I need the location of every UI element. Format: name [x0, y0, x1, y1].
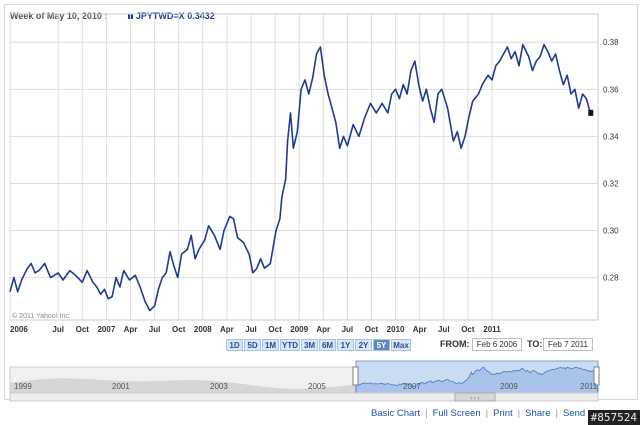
copyright-text: © 2011 Yahoo! Inc. — [12, 312, 71, 320]
navigator-year-label: 2003 — [210, 382, 228, 391]
range-button-1d[interactable]: 1D — [226, 339, 243, 351]
x-tick-label: Oct — [76, 325, 90, 334]
range-button-5d[interactable]: 5D — [244, 339, 261, 351]
footer-divider: | — [517, 408, 521, 419]
x-tick-label: 2010 — [387, 325, 405, 334]
x-tick-label: Jul — [342, 325, 354, 334]
range-button-1m[interactable]: 1M — [262, 339, 279, 351]
last-value-marker — [588, 109, 594, 116]
navigator-left-handle[interactable] — [352, 366, 359, 386]
x-tick-label: Apr — [220, 325, 234, 334]
y-tick-label: 0.38 — [603, 38, 619, 47]
x-tick-label: Jul — [438, 325, 450, 334]
footer-divider: | — [425, 408, 428, 419]
x-tick-label: Jul — [245, 325, 257, 334]
range-button-1y[interactable]: 1Y — [337, 339, 354, 351]
navigator-year-label: 2005 — [308, 382, 326, 391]
x-tick-label: Apr — [316, 325, 330, 334]
range-button-max[interactable]: Max — [391, 339, 411, 351]
y-tick-label: 0.28 — [603, 274, 619, 283]
navigator-scroll-thumb[interactable] — [454, 392, 496, 402]
navigator-year-labels: 1999 2001 2003 2005 2007 2009 2011 — [14, 382, 598, 391]
plot-border — [9, 13, 599, 321]
x-tick-label: 2011 — [483, 325, 501, 334]
from-date-field[interactable]: Feb 6 2006 — [472, 338, 522, 351]
grid-lines — [9, 13, 599, 321]
to-date-field[interactable]: Feb 7 2011 — [543, 338, 593, 351]
navigator-year-label: 2007 — [403, 382, 421, 391]
y-axis-labels: 0.28 0.30 0.32 0.34 0.36 0.38 — [603, 38, 619, 282]
price-chart[interactable]: 0.28 0.30 0.32 0.34 0.36 0.38 2006 Jul Oct 2007 A… — [0, 0, 640, 340]
navigator-year-label: 2011 — [580, 382, 598, 391]
send-link[interactable]: Send — [562, 408, 586, 419]
x-tick-label: 2009 — [290, 325, 308, 334]
x-tick-label: Apr — [124, 325, 138, 334]
basic-chart-link[interactable]: Basic Chart — [371, 408, 421, 419]
to-label: TO: — [527, 339, 543, 349]
x-tick-label: Jul — [149, 325, 161, 334]
y-tick-label: 0.32 — [603, 179, 619, 188]
y-tick-label: 0.34 — [603, 132, 619, 141]
x-tick-label: Oct — [172, 325, 186, 334]
navigator-selected-area — [355, 366, 599, 394]
y-tick-label: 0.36 — [603, 85, 619, 94]
range-button-3m[interactable]: 3M — [301, 339, 318, 351]
from-label: FROM: — [440, 339, 470, 349]
range-button-ytd[interactable]: YTD — [280, 339, 300, 351]
navigator-right-handle[interactable] — [593, 366, 600, 386]
navigator-scrollbar[interactable] — [9, 392, 599, 402]
x-tick-label: 2007 — [97, 325, 115, 334]
range-button-6m[interactable]: 6M — [319, 339, 336, 351]
x-tick-label: Jul — [52, 325, 64, 334]
range-button-5y[interactable]: 5Y — [373, 339, 390, 351]
chart-footer: Basic Chart | Full Screen | Print | Shar… — [371, 408, 585, 419]
footer-divider: | — [485, 408, 489, 419]
print-link[interactable]: Print — [493, 408, 513, 419]
x-tick-label: Apr — [413, 325, 427, 334]
x-tick-label: Oct — [365, 325, 379, 334]
navigator-year-label: 1999 — [14, 382, 32, 391]
price-line — [9, 43, 594, 312]
x-tick-label: 2008 — [194, 325, 212, 334]
scroll-thumb-grip: ‹ ‹ ‹ — [470, 396, 479, 402]
x-tick-label: 2006 — [10, 325, 28, 334]
x-tick-label: Oct — [461, 325, 475, 334]
x-axis-labels: 2006 Jul Oct 2007 Apr Jul Oct 2008 Apr Jul Oct 2009… — [10, 325, 501, 334]
navigator-year-label: 2001 — [112, 382, 130, 391]
range-button-2y[interactable]: 2Y — [355, 339, 372, 351]
share-link[interactable]: Share — [525, 408, 551, 419]
range-buttons: 1D 5D 1M YTD 3M 6M 1Y 2Y 5Y Max — [226, 339, 412, 351]
full-screen-link[interactable]: Full Screen — [432, 408, 481, 419]
price-series-line — [9, 43, 592, 312]
footer-divider: | — [555, 408, 558, 419]
x-tick-label: Oct — [268, 325, 282, 334]
navigator-year-label: 2009 — [500, 382, 518, 391]
symbol-value: 0.3432 — [187, 11, 215, 21]
navigator-chart[interactable]: ‹ ‹ ‹ 1999 2001 2003 2005 2007 2009 2011 — [0, 353, 640, 409]
watermark-id: #857524 — [587, 410, 640, 425]
symbol-name: JPYTWD=X — [135, 11, 185, 21]
y-tick-label: 0.30 — [603, 227, 619, 236]
